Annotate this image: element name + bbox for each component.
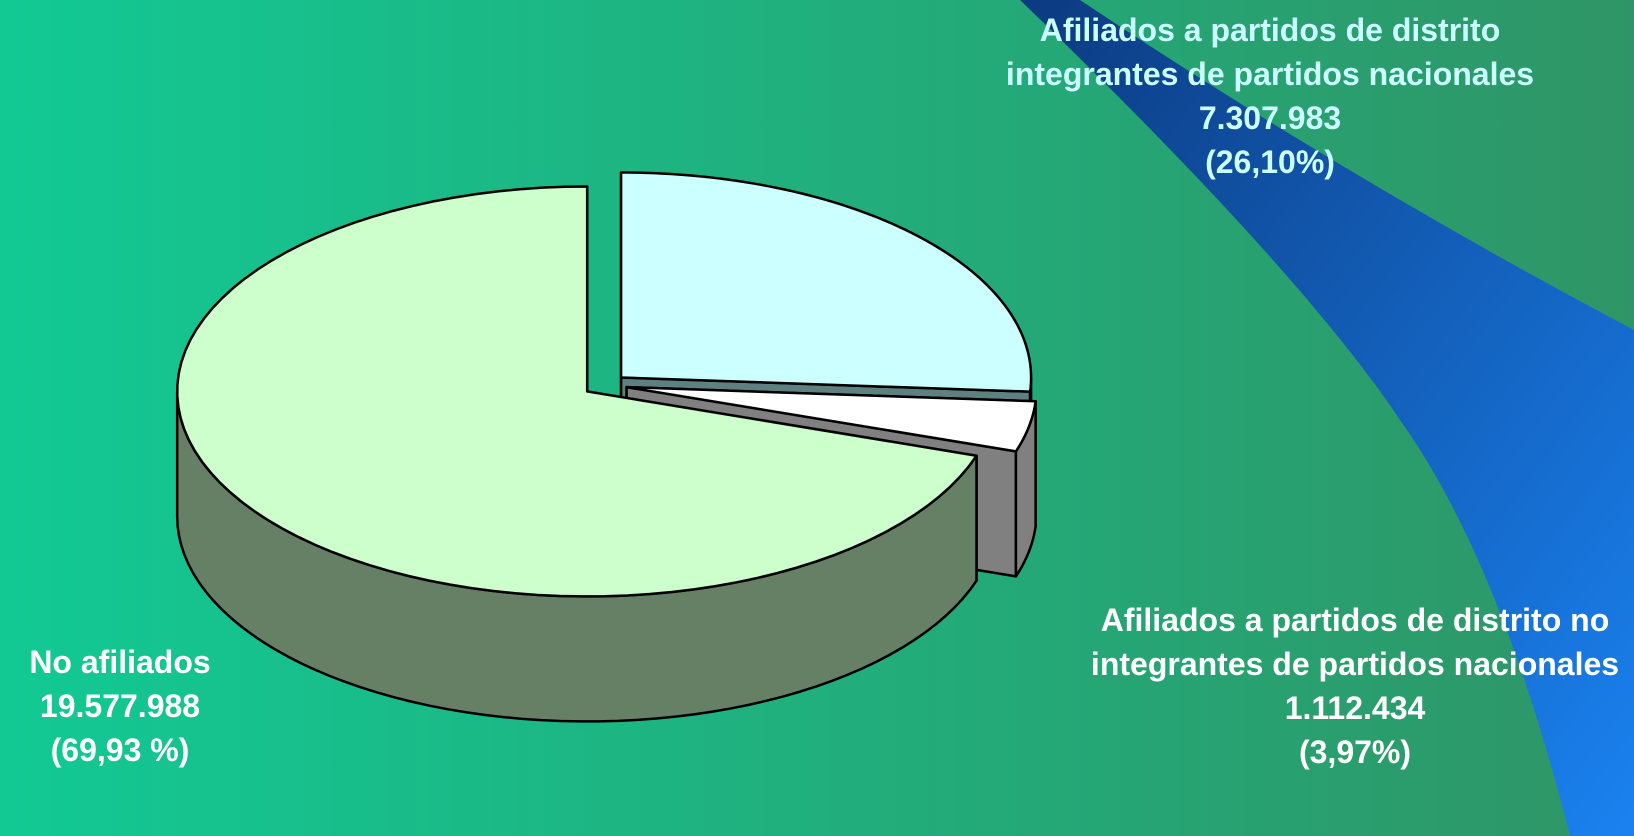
decor-swoosh bbox=[1020, 0, 1634, 836]
percent-label: (26,10%) bbox=[1205, 144, 1335, 180]
value-label: 1.112.434 bbox=[1284, 690, 1426, 726]
slice bbox=[619, 171, 1033, 393]
percent-label: (69,93 %) bbox=[50, 732, 190, 768]
category-label: No afiliados bbox=[29, 644, 211, 680]
percent-label: (3,97%) bbox=[1298, 734, 1412, 770]
slice-label: Afiliados a partidos de distrito integra… bbox=[960, 8, 1580, 184]
slice-label: Afiliados a partidos de distrito no inte… bbox=[1085, 598, 1625, 774]
value-label: 19.577.988 bbox=[39, 688, 201, 724]
category-label: Afiliados a partidos de distrito no inte… bbox=[1090, 602, 1620, 682]
slice bbox=[625, 385, 1037, 453]
slice-label: No afiliados 19.577.988 (69,93 %) bbox=[0, 640, 240, 772]
pie bbox=[175, 171, 1037, 723]
value-label: 7.307.983 bbox=[1198, 100, 1342, 136]
category-label: Afiliados a partidos de distrito integra… bbox=[1005, 12, 1535, 92]
slice bbox=[176, 185, 978, 598]
